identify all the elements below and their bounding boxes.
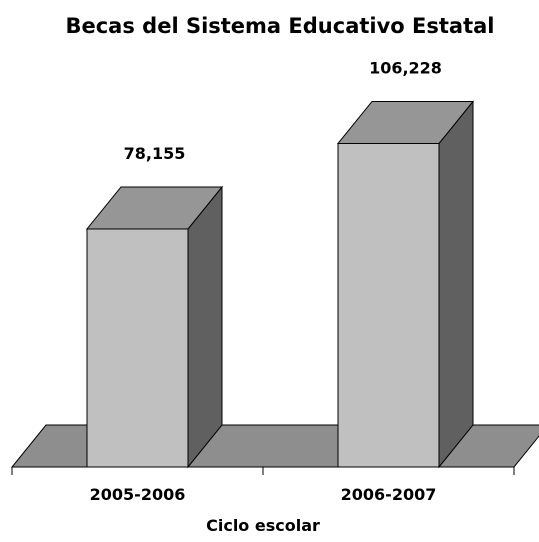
bar-2005-2006	[85, 185, 224, 469]
data-label: 106,228	[369, 58, 442, 77]
bar-side	[438, 100, 474, 469]
data-label: 78,155	[124, 144, 186, 163]
x-axis-title: Ciclo escolar	[206, 516, 320, 535]
chart-title: Becas del Sistema Educativo Estatal	[65, 14, 494, 38]
bar-front	[337, 142, 440, 468]
x-tick-label: 2005-2006	[90, 485, 186, 504]
bar-side	[187, 185, 223, 469]
bar-front	[86, 228, 189, 468]
x-tick-label: 2006-2007	[341, 485, 437, 504]
bar-2006-2007	[336, 100, 475, 469]
